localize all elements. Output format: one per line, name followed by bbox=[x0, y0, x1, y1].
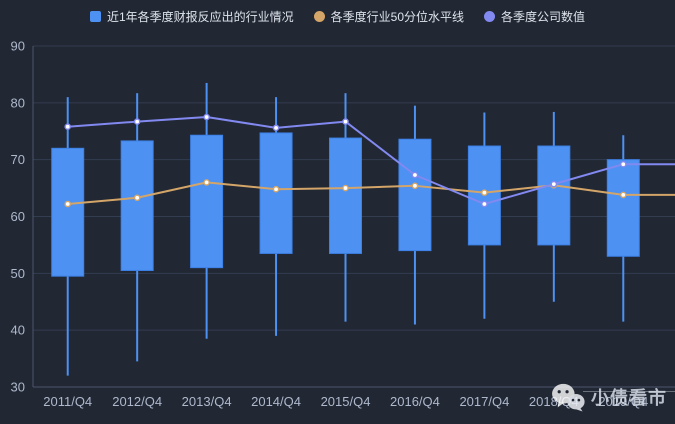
data-point-marker bbox=[481, 189, 488, 196]
data-point-marker bbox=[481, 200, 488, 208]
data-point-marker bbox=[411, 171, 419, 179]
data-point-marker bbox=[550, 180, 558, 188]
data-point-marker bbox=[619, 160, 627, 168]
chart-legend: 近1年各季度财报反应出的行业情况 各季度行业50分位水平线 各季度公司数值 bbox=[0, 8, 675, 25]
data-point-marker bbox=[411, 182, 419, 190]
legend-circle-marker-icon bbox=[313, 11, 325, 22]
candlestick-box bbox=[606, 159, 640, 257]
data-point-marker bbox=[64, 200, 72, 208]
x-tick-label: 2013/Q4 bbox=[182, 394, 232, 409]
x-tick-label: 2012/Q4 bbox=[112, 394, 162, 409]
candlestick-box bbox=[51, 147, 85, 277]
legend-circle-marker-icon bbox=[484, 11, 496, 22]
x-tick-label: 2017/Q4 bbox=[459, 394, 509, 409]
data-point-marker bbox=[272, 185, 280, 193]
data-point-marker bbox=[133, 194, 141, 202]
y-tick-label: 60 bbox=[11, 209, 25, 224]
data-point-marker bbox=[133, 118, 141, 125]
y-tick-label: 40 bbox=[11, 323, 25, 338]
data-point-marker bbox=[272, 124, 280, 132]
legend-label: 近1年各季度财报反应出的行业情况 bbox=[106, 10, 294, 24]
candlestick-box bbox=[329, 137, 362, 254]
line-series bbox=[67, 116, 675, 205]
data-point-marker bbox=[203, 113, 210, 121]
x-tick-label: 2015/Q4 bbox=[321, 394, 371, 409]
data-point-marker bbox=[342, 184, 349, 192]
candlestick-box bbox=[120, 140, 154, 271]
y-tick-label: 90 bbox=[11, 39, 25, 54]
x-tick-label: 2019/Q4 bbox=[598, 394, 648, 409]
legend-label: 各季度行业50分位水平线 bbox=[330, 10, 465, 24]
legend-item-median-line[interactable]: 各季度行业50分位水平线 bbox=[313, 8, 465, 25]
y-tick-label: 50 bbox=[11, 266, 25, 281]
line-series bbox=[67, 181, 675, 205]
candlestick-box bbox=[398, 138, 432, 252]
watermark-underline bbox=[583, 391, 675, 392]
data-point-marker bbox=[64, 123, 72, 131]
legend-item-industry-range[interactable]: 近1年各季度财报反应出的行业情况 bbox=[89, 8, 294, 25]
data-point-marker bbox=[342, 118, 349, 125]
x-tick-label: 2014/Q4 bbox=[251, 394, 301, 409]
y-tick-label: 80 bbox=[11, 95, 25, 110]
data-point-marker bbox=[203, 179, 210, 186]
data-point-marker bbox=[619, 191, 627, 199]
x-tick-label: 2016/Q4 bbox=[390, 394, 440, 409]
y-tick-label: 70 bbox=[11, 152, 25, 167]
legend-label: 各季度公司数值 bbox=[501, 10, 586, 24]
x-tick-label: 2011/Q4 bbox=[43, 394, 92, 409]
x-tick-label: 2018/Q4 bbox=[529, 394, 579, 409]
candlestick-box bbox=[537, 145, 571, 246]
candlestick-box bbox=[190, 134, 224, 269]
y-tick-label: 30 bbox=[11, 380, 25, 395]
candlestick-box bbox=[259, 132, 293, 254]
legend-item-company-value[interactable]: 各季度公司数值 bbox=[484, 8, 585, 25]
legend-square-marker-icon bbox=[89, 11, 101, 22]
